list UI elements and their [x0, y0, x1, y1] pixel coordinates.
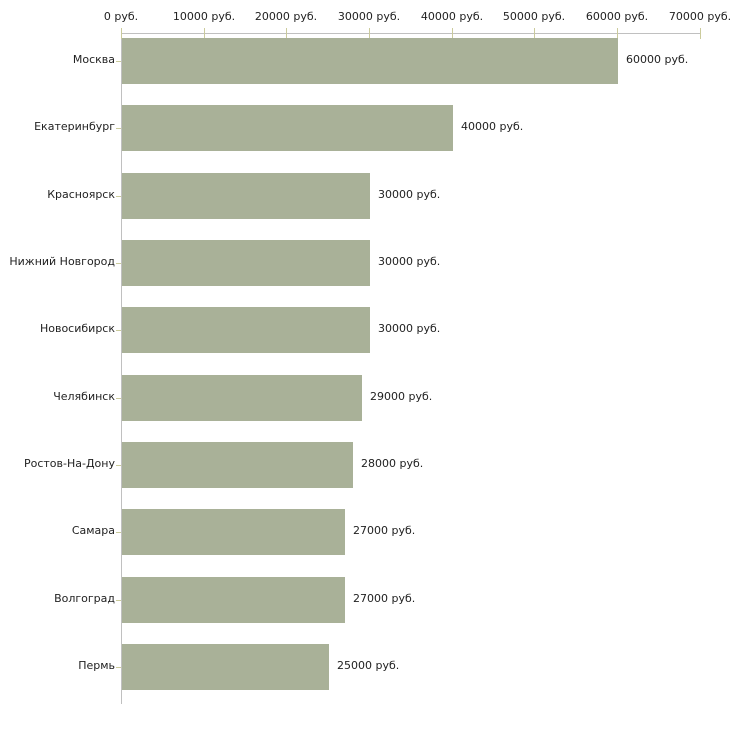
x-axis-tick-mark [204, 28, 205, 39]
x-axis-tick-label: 10000 руб. [172, 10, 236, 23]
x-axis-tick-mark [534, 28, 535, 39]
bar-rect [122, 307, 370, 353]
category-label: Самара [71, 524, 115, 537]
category-tick-mark [116, 330, 121, 331]
value-label: 60000 руб. [626, 53, 689, 66]
x-axis-tick-mark [121, 28, 122, 39]
category-label: Екатеринбург [34, 120, 115, 133]
x-axis-tick-mark [369, 28, 370, 39]
category-tick-mark [116, 128, 121, 129]
value-label: 25000 руб. [337, 659, 400, 672]
category-label: Нижний Новгород [9, 255, 115, 268]
category-tick-mark [116, 667, 121, 668]
y-axis-line [121, 33, 122, 704]
category-tick-mark [116, 532, 121, 533]
value-label: 40000 руб. [461, 120, 524, 133]
x-axis-line [121, 33, 701, 34]
x-axis-tick-label: 60000 руб. [585, 10, 649, 23]
category-label: Челябинск [53, 390, 115, 403]
bar-rect [122, 105, 453, 151]
x-axis-tick-label: 0 руб. [103, 10, 139, 23]
category-label: Красноярск [47, 188, 115, 201]
category-label: Волгоград [54, 592, 115, 605]
x-axis-tick-label: 30000 руб. [337, 10, 401, 23]
category-label: Москва [72, 53, 115, 66]
x-axis-tick-mark [286, 28, 287, 39]
bar-rect [122, 442, 353, 488]
x-axis-tick-mark [452, 28, 453, 39]
category-tick-mark [116, 398, 121, 399]
bar-rect [122, 173, 370, 219]
category-label: Ростов-На-Дону [23, 457, 115, 470]
category-tick-mark [116, 263, 121, 264]
bar-rect [122, 240, 370, 286]
category-label: Пермь [78, 659, 115, 672]
value-label: 27000 руб. [353, 592, 416, 605]
bar-rect [122, 509, 345, 555]
category-tick-mark [116, 600, 121, 601]
x-axis-tick-label: 40000 руб. [420, 10, 484, 23]
value-label: 28000 руб. [361, 457, 424, 470]
x-axis-tick-label: 20000 руб. [254, 10, 318, 23]
bar-rect [122, 38, 618, 84]
category-label: Новосибирск [39, 322, 115, 335]
value-label: 29000 руб. [370, 390, 433, 403]
value-label: 30000 руб. [378, 255, 441, 268]
bar-rect [122, 644, 329, 690]
x-axis-tick-mark [700, 28, 701, 39]
bar-rect [122, 577, 345, 623]
x-axis-tick-label: 70000 руб. [668, 10, 730, 23]
category-tick-mark [116, 465, 121, 466]
value-label: 27000 руб. [353, 524, 416, 537]
value-label: 30000 руб. [378, 322, 441, 335]
bar-rect [122, 375, 362, 421]
category-tick-mark [116, 61, 121, 62]
category-tick-mark [116, 196, 121, 197]
value-label: 30000 руб. [378, 188, 441, 201]
x-axis-tick-mark [617, 28, 618, 39]
x-axis-tick-label: 50000 руб. [502, 10, 566, 23]
